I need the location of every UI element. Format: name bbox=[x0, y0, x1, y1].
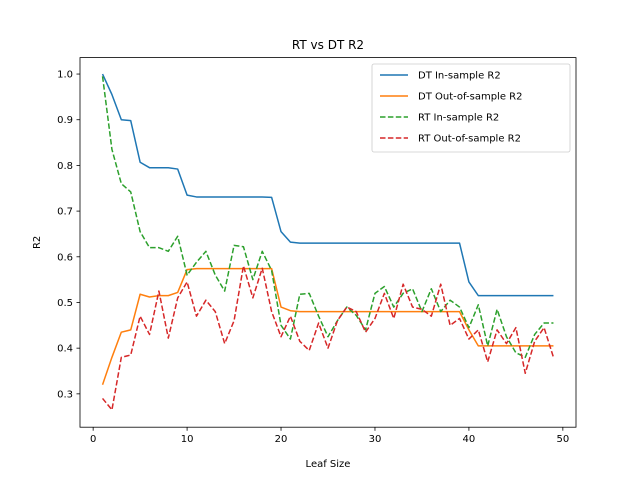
plot-lines bbox=[101, 73, 555, 411]
y-axis-title: R2 bbox=[32, 236, 43, 249]
y-axis-ticks: 0.3 0.4 0.5 0.6 0.7 0.8 0.9 1.0 bbox=[57, 70, 80, 400]
legend-items: DT In-sample R2 DT Out-of-sample R2 RT In-… bbox=[380, 71, 522, 145]
series-line-3 bbox=[101, 76, 554, 359]
x-tick-label: 20 bbox=[275, 434, 288, 445]
x-axis-title: Leaf Size bbox=[306, 459, 351, 470]
legend-label-3: RT In-sample R2 bbox=[418, 113, 499, 124]
x-axis-ticks: 0 10 20 30 40 50 bbox=[90, 427, 569, 445]
axes-frame bbox=[79, 57, 577, 428]
legend-label-2: DT Out-of-sample R2 bbox=[418, 92, 522, 103]
chart-title: RT vs DT R2 bbox=[292, 38, 364, 52]
y-tick-label: 1.0 bbox=[57, 70, 73, 81]
series-line-4 bbox=[101, 265, 555, 411]
x-tick-label: 30 bbox=[369, 434, 382, 445]
x-tick-label: 40 bbox=[463, 434, 476, 445]
y-tick-label: 0.6 bbox=[57, 252, 73, 263]
x-tick-label: 50 bbox=[556, 434, 569, 445]
x-tick-label: 0 bbox=[90, 434, 96, 445]
legend-label-4: RT Out-of-sample R2 bbox=[418, 134, 521, 145]
y-tick-label: 0.8 bbox=[57, 161, 73, 172]
x-tick-label: 10 bbox=[181, 434, 194, 445]
series-line-2 bbox=[101, 267, 554, 385]
y-tick-label: 0.7 bbox=[57, 207, 73, 218]
y-tick-label: 0.5 bbox=[57, 298, 73, 309]
y-tick-label: 0.4 bbox=[57, 344, 73, 355]
legend: DT In-sample R2 DT Out-of-sample R2 RT In-… bbox=[371, 63, 571, 153]
y-tick-label: 0.9 bbox=[57, 115, 73, 126]
y-tick-label: 0.3 bbox=[57, 389, 73, 400]
series-line-1 bbox=[101, 73, 554, 297]
legend-label-1: DT In-sample R2 bbox=[418, 71, 501, 82]
legend-box bbox=[371, 63, 571, 153]
